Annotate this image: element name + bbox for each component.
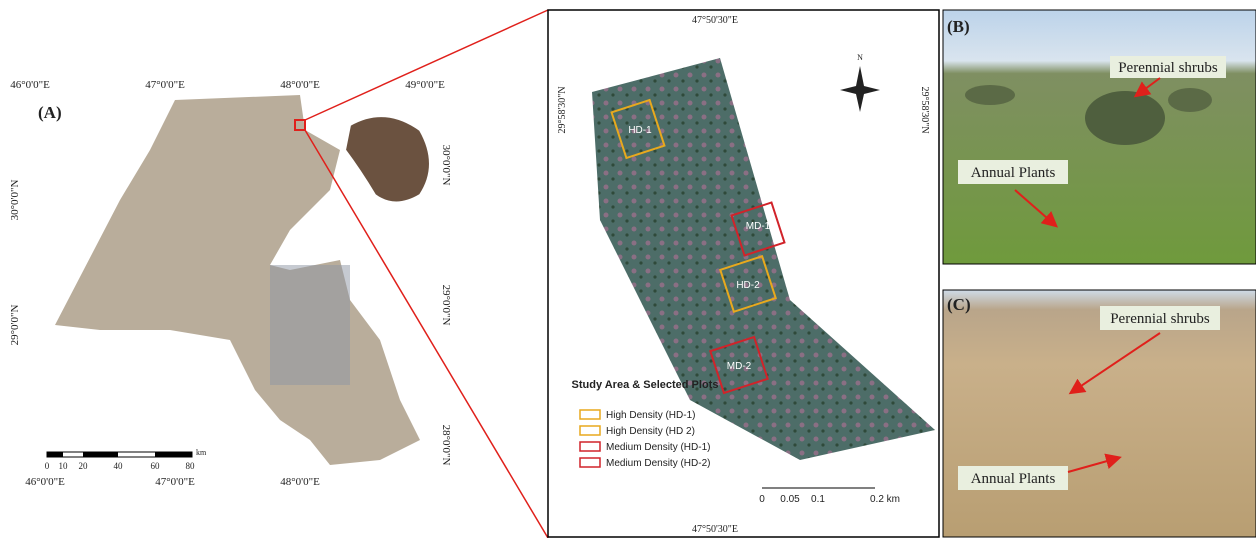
plot-label: HD-2 xyxy=(736,280,760,291)
shrub xyxy=(965,85,1015,105)
annotation: Annual Plants xyxy=(971,471,1056,487)
legend-item: High Density (HD 2) xyxy=(606,426,695,437)
shrub xyxy=(1168,88,1212,112)
scale-unit: km xyxy=(196,448,207,457)
scale-bar-segment xyxy=(47,452,63,457)
latitude-label: 29°0'0"N xyxy=(9,305,21,346)
scale-label: 20 xyxy=(79,461,89,471)
latitude-label: 30°0'0"N xyxy=(9,180,21,221)
scale-bar-segment xyxy=(83,452,118,457)
scale-label: 40 xyxy=(114,461,124,471)
longitude-label: 48°0'0"E xyxy=(280,79,320,91)
latitude-label: 29°58'30"N xyxy=(919,86,930,133)
longitude-label: 49°0'0"E xyxy=(405,79,445,91)
scale-label: 0.1 xyxy=(811,494,825,505)
legend-item: Medium Density (HD-2) xyxy=(606,458,710,469)
figure: (A) 46°0'0"E 47°0'0"E 48°0'0"E 49°0'0"E … xyxy=(0,0,1256,538)
panel-study-area: HD-1 MD-1 HD-2 MD-2 47°50'30"E 47°50'30"… xyxy=(548,10,939,537)
island xyxy=(345,116,430,202)
scale-label: 0 xyxy=(45,461,50,471)
longitude-label: 47°0'0"E xyxy=(145,79,185,91)
panel-label: (B) xyxy=(947,17,970,36)
legend-title: Study Area & Selected Plots xyxy=(572,379,719,391)
latitude-label: 28°0'0"N xyxy=(440,425,452,466)
shrub xyxy=(1085,91,1165,145)
scale-label: 0 xyxy=(759,494,765,505)
longitude-label: 47°50'30"E xyxy=(692,15,738,26)
plot-label: MD-2 xyxy=(727,361,752,372)
scale-label: 0.05 xyxy=(780,494,800,505)
latitude-label: 29°58'30"N xyxy=(557,86,568,133)
scale-label: 80 xyxy=(186,461,196,471)
latitude-label: 29°0'0"N xyxy=(440,285,452,326)
panel-b: (B) Perennial shrubs Annual Plants xyxy=(943,10,1256,264)
scale-label: 0.2 km xyxy=(870,494,900,505)
annotation: Annual Plants xyxy=(971,165,1056,181)
panel-label: (C) xyxy=(947,295,971,314)
scale-bar-segment xyxy=(155,452,192,457)
scale-label: 10 xyxy=(59,461,69,471)
annotation: Perennial shrubs xyxy=(1110,311,1210,327)
longitude-label: 46°0'0"E xyxy=(10,79,50,91)
city-area xyxy=(270,265,350,385)
longitude-label: 48°0'0"E xyxy=(280,476,320,488)
panel-c: (C) Perennial shrubs Annual Plants xyxy=(943,290,1256,537)
panel-a: (A) 46°0'0"E 47°0'0"E 48°0'0"E 49°0'0"E … xyxy=(9,79,452,488)
plot-label: MD-1 xyxy=(746,221,771,232)
longitude-label: 47°50'30"E xyxy=(692,524,738,535)
legend-item: Medium Density (HD-1) xyxy=(606,442,710,453)
plot-label: HD-1 xyxy=(628,125,652,136)
longitude-label: 46°0'0"E xyxy=(25,476,65,488)
latitude-label: 30°0'0"N xyxy=(440,145,452,186)
panel-label: (A) xyxy=(38,103,62,122)
scale-label: 60 xyxy=(151,461,161,471)
legend-item: High Density (HD-1) xyxy=(606,410,695,421)
longitude-label: 47°0'0"E xyxy=(155,476,195,488)
zoom-line xyxy=(305,10,548,120)
annotation: Perennial shrubs xyxy=(1118,60,1218,76)
north-label: N xyxy=(857,53,863,62)
